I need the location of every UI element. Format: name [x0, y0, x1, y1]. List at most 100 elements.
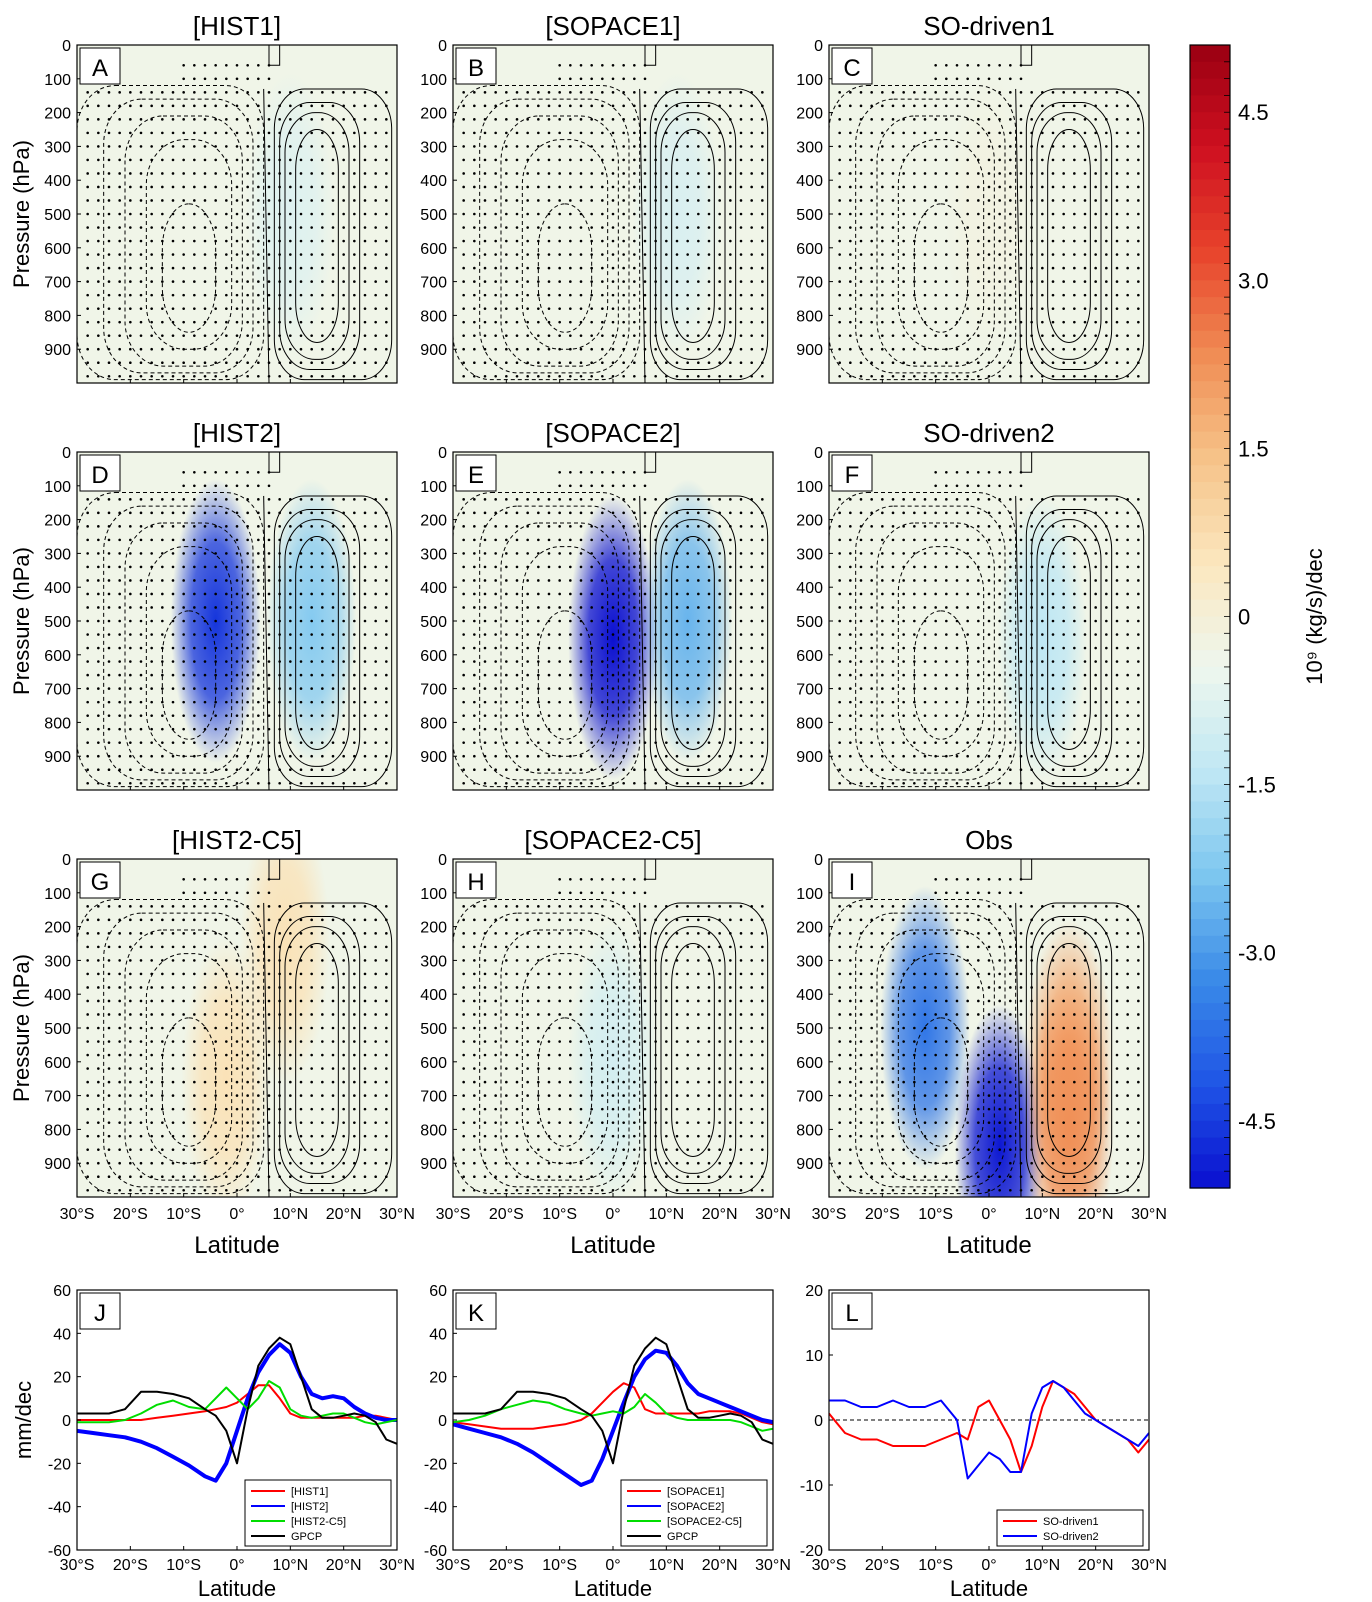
- contour-north: [649, 495, 769, 788]
- significance-dots: [838, 877, 1140, 1192]
- colorbar-band: [1190, 1070, 1230, 1088]
- x-tick-label: 0°: [981, 1557, 996, 1574]
- y-tick-label: 400: [420, 987, 447, 1004]
- contour-north: [279, 508, 361, 777]
- colorbar: 4.5 3.0 1.5 0 -1.5 -3.0 -4.5 10⁹ (kg/s)/dec: [1189, 44, 1327, 1189]
- series-lines: [453, 1336, 773, 1487]
- y-tick-label: 500: [796, 1021, 823, 1038]
- series-line-2: [77, 1380, 397, 1426]
- series-lines: [829, 1380, 1149, 1480]
- contour-south: [521, 139, 609, 350]
- y-tick-label: 600: [44, 1055, 71, 1072]
- x-tick-label: 30°N: [379, 1557, 415, 1574]
- y-tick-label: 0: [438, 445, 447, 462]
- contour-south: [145, 139, 233, 350]
- significance-dots: [838, 63, 1140, 378]
- contour-north: [1036, 926, 1102, 1174]
- contour-south: [829, 899, 1017, 1195]
- legend-label: SO-driven1: [1043, 1516, 1099, 1528]
- panel-letter-box: [455, 47, 497, 85]
- y-tick-label: 0: [62, 852, 71, 869]
- colorbar-label: 10⁹ (kg/s)/dec: [1302, 548, 1327, 685]
- x-tick-label: 20°N: [326, 1206, 362, 1223]
- panel-b: 0 100 200 300 400 500 600 700 800 900 B [SOPACE1]: [420, 11, 774, 384]
- colorbar-band: [1190, 1103, 1230, 1122]
- colorbar-band: [1190, 885, 1230, 903]
- legend-box: [996, 1509, 1144, 1547]
- x-tick-label: 20°S: [489, 1557, 524, 1574]
- x-tick-label: 20°S: [865, 1206, 900, 1223]
- contour-south: [913, 203, 969, 333]
- contour-north: [284, 519, 350, 767]
- y-tick-label: 800: [420, 1122, 447, 1139]
- panel-letter-box: [455, 861, 497, 899]
- shading-blob: [997, 495, 1088, 780]
- colorbar-band: [1190, 145, 1230, 164]
- y-axis-label: Pressure (hPa): [9, 954, 34, 1102]
- y-tick-label: 0: [62, 38, 71, 55]
- panel-letter: G: [91, 869, 110, 896]
- contour-north: [655, 101, 737, 370]
- contour-north: [1031, 508, 1113, 777]
- x-tick-label: 20°S: [113, 1557, 148, 1574]
- contour-south: [124, 929, 243, 1181]
- colorbar-band: [1190, 599, 1230, 618]
- colorbar-band: [1190, 969, 1230, 987]
- contour-top-north: [268, 45, 281, 66]
- colorbar-band: [1190, 784, 1230, 802]
- x-tick-label: 10°S: [542, 1206, 577, 1223]
- contour-south: [479, 98, 630, 374]
- x-tick-label: 10°S: [918, 1206, 953, 1223]
- colorbar-band: [1190, 666, 1230, 685]
- y-tick-label: 500: [44, 614, 71, 631]
- panel-letter-box: [831, 861, 873, 899]
- significance-dots: [86, 470, 388, 785]
- y-tick-label: 100: [796, 72, 823, 89]
- y-tick-label: 900: [796, 342, 823, 359]
- zero-contour: [263, 88, 270, 383]
- colorbar-band: [1190, 1120, 1230, 1139]
- panel-a: 0 100 200 300 400 500 600 700 800 900 A [HIST1] Pres…: [9, 11, 398, 384]
- shading-blob: [568, 919, 658, 1197]
- zero-contour: [1015, 88, 1022, 383]
- contour-north: [295, 536, 339, 750]
- colorbar-band: [1190, 532, 1230, 550]
- legend-label: [HIST2-C5]: [291, 1516, 346, 1528]
- y-tick-label: 700: [44, 682, 71, 699]
- colorbar-tick-label: -1.5: [1238, 773, 1276, 798]
- y-tick-label: 400: [44, 987, 71, 1004]
- contour-north: [1025, 88, 1145, 381]
- x-tick-label: 30°N: [755, 1557, 791, 1574]
- y-tick-label: 300: [796, 546, 823, 563]
- y-tick-label: 200: [44, 106, 71, 123]
- contour-north: [273, 495, 393, 788]
- y-tick-label: 900: [796, 749, 823, 766]
- y-tick-label: -20: [48, 1456, 71, 1473]
- y-tick-label: 0: [814, 852, 823, 869]
- y-tick-label: 400: [44, 173, 71, 190]
- colorbar-band: [1190, 229, 1230, 248]
- x-tick-label: 30°N: [379, 1206, 415, 1223]
- panel-title: [SOPACE1]: [545, 11, 680, 41]
- y-tick-label: 200: [44, 513, 71, 530]
- contour-south: [161, 1017, 217, 1147]
- y-tick-label: 800: [796, 1122, 823, 1139]
- y-tick-label: 100: [44, 72, 71, 89]
- y-tick-label: 100: [796, 479, 823, 496]
- panel-f: 0 100 200 300 400 500 600 700 800 900 F SO-driven2: [796, 418, 1150, 791]
- y-tick-label: 700: [44, 275, 71, 292]
- y-tick-label: 700: [796, 275, 823, 292]
- streamfunction-contours: [829, 45, 1145, 383]
- legend-label: [SOPACE2-C5]: [667, 1516, 742, 1528]
- y-tick-label: 900: [420, 749, 447, 766]
- y-tick-label: 40: [53, 1326, 71, 1343]
- contour-south: [537, 203, 593, 333]
- contour-north: [1031, 915, 1113, 1184]
- contour-south: [103, 98, 254, 374]
- y-tick-label: 800: [44, 1122, 71, 1139]
- y-tick-label: 300: [796, 139, 823, 156]
- panel-title: [HIST1]: [193, 11, 281, 41]
- colorbar-tick-label: -3.0: [1238, 941, 1276, 966]
- colorbar-band: [1190, 213, 1230, 231]
